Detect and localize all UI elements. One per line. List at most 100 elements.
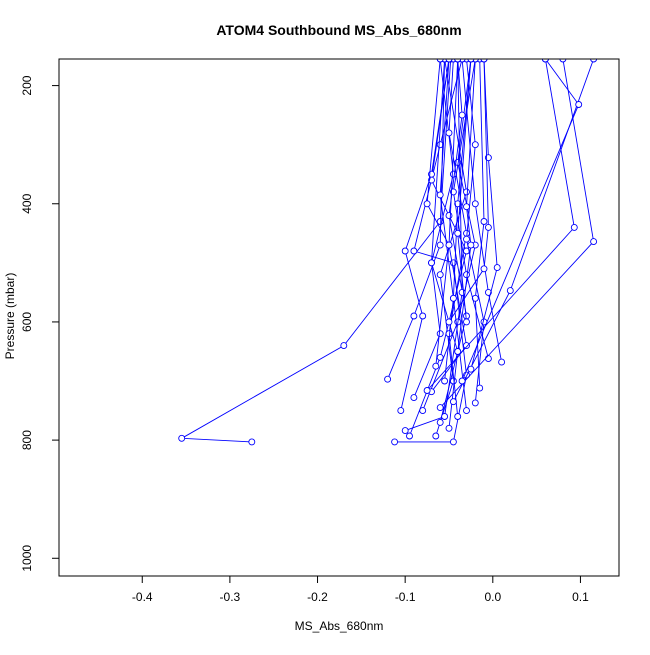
data-point: [590, 59, 598, 63]
data-point: [458, 377, 466, 385]
data-point: [445, 241, 453, 249]
data-point: [436, 404, 444, 412]
profile-line: [387, 59, 446, 380]
data-point: [423, 200, 431, 208]
data-point: [419, 407, 427, 415]
data-point: [445, 424, 453, 432]
profile-series-20: [436, 59, 598, 412]
data-point: [449, 438, 457, 446]
x-tick-label: 0.0: [484, 590, 501, 604]
data-point: [484, 288, 492, 296]
x-tick-label: -0.3: [220, 590, 241, 604]
data-point: [454, 413, 462, 420]
data-point: [436, 191, 444, 199]
profile-series-12: [463, 59, 488, 407]
profile-line: [426, 59, 450, 367]
data-point: [397, 407, 405, 415]
data-point: [248, 438, 256, 446]
y-axis-label: Pressure (mbar): [3, 273, 17, 360]
data-point: [449, 398, 457, 406]
data-point: [436, 59, 444, 63]
y-tick-label: 400: [20, 193, 34, 213]
data-point: [476, 384, 484, 392]
data-point: [454, 229, 462, 237]
x-tick-label: 0.1: [572, 590, 589, 604]
data-point: [423, 387, 431, 394]
y-tick-label: 800: [20, 430, 34, 450]
data-point: [467, 241, 475, 249]
plot-frame: [58, 58, 620, 577]
data-point: [484, 355, 492, 363]
data-point: [340, 342, 348, 350]
profile-line: [405, 59, 463, 432]
profile-line: [448, 59, 489, 323]
data-point: [480, 218, 488, 225]
data-point: [471, 141, 479, 149]
data-point: [445, 212, 453, 220]
data-point: [401, 427, 409, 435]
data-point: [401, 247, 409, 255]
x-tick-label: -0.2: [307, 590, 328, 604]
data-point: [441, 377, 449, 385]
profile-series-24: [436, 59, 457, 385]
data-point: [463, 407, 470, 415]
data-point: [178, 434, 186, 442]
data-point: [432, 362, 440, 370]
plot-axes: -0.4 -0.3 -0.2 -0.1 0.0 0.1 200 400 600 800 1000: [20, 58, 620, 604]
data-point: [590, 238, 598, 246]
plot-series: [178, 59, 598, 446]
profile-series-25: [423, 59, 453, 370]
data-point: [436, 353, 444, 361]
profile-series-17: [410, 59, 449, 402]
data-point: [445, 59, 453, 63]
data-point: [436, 330, 444, 338]
data-point: [467, 365, 475, 373]
data-point: [441, 413, 449, 420]
data-point: [467, 59, 475, 63]
x-tick-label: -0.1: [395, 590, 416, 604]
x-tick-label: -0.4: [132, 590, 153, 604]
y-tick-label: 200: [20, 75, 34, 95]
data-point: [541, 59, 549, 63]
data-point: [445, 129, 453, 137]
data-point: [463, 342, 470, 350]
profile-line: [413, 59, 446, 398]
data-point: [493, 264, 501, 272]
data-point: [480, 59, 488, 63]
y-tick-label: 1000: [20, 545, 34, 572]
data-point: [419, 312, 427, 320]
data-point: [436, 418, 444, 426]
data-point: [471, 399, 479, 407]
data-point: [410, 312, 418, 320]
data-point: [384, 375, 392, 383]
data-point: [406, 432, 413, 440]
data-point: [436, 241, 444, 249]
data-point: [428, 259, 435, 267]
profile-series-27: [445, 59, 492, 326]
data-point: [463, 188, 470, 196]
data-point: [463, 203, 470, 211]
data-point: [454, 59, 462, 63]
data-point: [575, 101, 583, 108]
profile-line: [431, 59, 467, 392]
data-point: [445, 318, 453, 326]
data-point: [559, 59, 567, 63]
chart-title: ATOM4 Southbound MS_Abs_680nm: [216, 22, 461, 38]
data-point: [570, 223, 578, 231]
data-point: [410, 394, 418, 402]
data-point: [391, 438, 399, 446]
data-point: [436, 271, 444, 279]
y-tick-label: 600: [20, 312, 34, 332]
profile-series-22: [458, 59, 583, 385]
data-point: [484, 223, 492, 231]
profile-line: [461, 59, 503, 363]
data-point: [449, 294, 457, 302]
data-point: [458, 111, 466, 119]
data-point: [410, 247, 418, 255]
data-point: [471, 200, 479, 208]
profile-series-28: [454, 59, 475, 326]
profile-line: [470, 59, 498, 370]
